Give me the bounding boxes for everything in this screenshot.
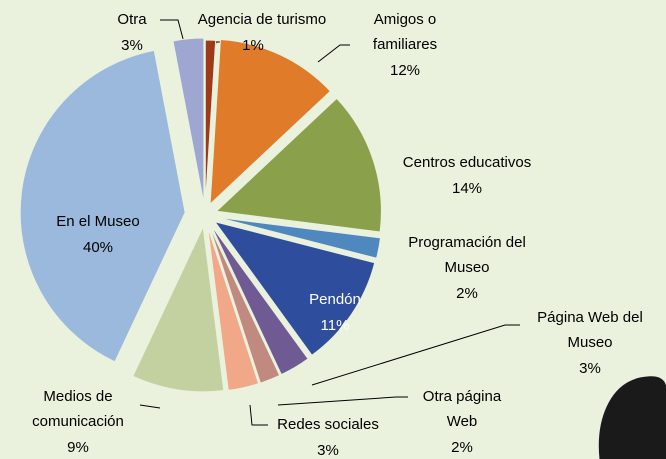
slice-label-line: Programación del: [408, 234, 526, 251]
slice-label: Agencia de turismo: [198, 11, 326, 28]
pie-slice: [216, 216, 382, 259]
value-label: 2%: [451, 439, 473, 456]
slice-label-line: Otra página: [423, 388, 502, 405]
slice-label-line: En el Museo: [56, 213, 139, 230]
slice-label-line: Museo: [567, 334, 612, 351]
slice-label-line: Página Web del: [537, 309, 643, 326]
slice-label-line: Centros educativos: [403, 154, 531, 171]
slice-label: Redes sociales: [277, 416, 379, 433]
slice-label: Amigos o familiares: [373, 11, 437, 53]
slice-label-line: Redes sociales: [277, 416, 379, 433]
slice-label: Otra página Web: [423, 388, 502, 430]
slice-label-line: Amigos o: [374, 11, 437, 28]
slice-label-line: familiares: [373, 36, 437, 53]
value-label: 9%: [67, 439, 89, 456]
slice-label: Programación del Museo: [408, 234, 526, 276]
slice-label: Centros educativos: [403, 154, 531, 171]
value-label: 3%: [121, 37, 143, 54]
slice-label-line: Web: [447, 413, 478, 430]
pie-slice: [208, 225, 281, 384]
pie-slice: [132, 225, 225, 393]
pie-slice: [207, 226, 260, 391]
value-label: 12%: [390, 62, 420, 79]
slice-label: Página Web del Museo: [537, 309, 643, 351]
value-label: 3%: [579, 360, 601, 377]
pie-slice: [209, 38, 332, 206]
slice-label-line: Pendón: [309, 291, 361, 308]
value-label: 11%: [321, 317, 350, 334]
value-label: 14%: [452, 180, 482, 197]
value-label: 3%: [317, 442, 339, 459]
value-label: 2%: [456, 285, 478, 302]
slice-label: Pendón: [309, 291, 361, 308]
pie-slice: [210, 225, 309, 376]
slice-label: Otra: [117, 11, 147, 28]
slice-label-line: comunicación: [32, 413, 124, 430]
slice-label-line: Medios de: [43, 388, 112, 405]
value-label: 1%: [242, 37, 264, 54]
slice-label-line: Museo: [444, 259, 489, 276]
pie-slice: [213, 220, 376, 356]
pie-slice: [172, 37, 205, 204]
pie-slice: [215, 97, 382, 233]
pie-slice: [204, 39, 217, 206]
slice-label: En el Museo: [56, 213, 139, 230]
value-label: 40%: [83, 239, 113, 256]
pie-slice: [19, 49, 186, 363]
slice-label: Medios de comunicación: [32, 388, 124, 430]
slice-label-line: Otra: [117, 11, 147, 28]
slice-label-line: Agencia de turismo: [198, 11, 326, 28]
